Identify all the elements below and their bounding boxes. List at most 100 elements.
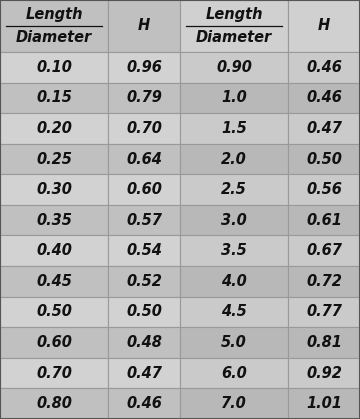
Text: 0.47: 0.47 — [126, 366, 162, 380]
Bar — [288, 144, 360, 174]
Text: 0.50: 0.50 — [306, 152, 342, 166]
Text: 0.90: 0.90 — [216, 60, 252, 75]
Bar — [108, 83, 180, 113]
Text: 4.5: 4.5 — [221, 305, 247, 319]
Bar — [288, 174, 360, 205]
Text: 0.56: 0.56 — [306, 182, 342, 197]
Bar — [180, 144, 288, 174]
Text: H: H — [138, 18, 150, 34]
Text: 0.50: 0.50 — [126, 305, 162, 319]
Text: 0.54: 0.54 — [126, 243, 162, 258]
Bar — [0, 327, 108, 358]
Text: 0.61: 0.61 — [306, 213, 342, 228]
Text: 5.0: 5.0 — [221, 335, 247, 350]
Text: 0.35: 0.35 — [36, 213, 72, 228]
Text: 1.5: 1.5 — [221, 121, 247, 136]
Text: 2.0: 2.0 — [221, 152, 247, 166]
Bar — [108, 235, 180, 266]
Bar — [288, 297, 360, 327]
Text: Diameter: Diameter — [16, 30, 92, 45]
Bar — [108, 144, 180, 174]
Bar — [0, 235, 108, 266]
Bar — [108, 358, 180, 388]
Text: 0.96: 0.96 — [126, 60, 162, 75]
Bar — [288, 113, 360, 144]
Text: Length: Length — [205, 7, 263, 22]
Text: 0.67: 0.67 — [306, 243, 342, 258]
Bar — [180, 266, 288, 297]
Text: 3.5: 3.5 — [221, 243, 247, 258]
Text: 0.80: 0.80 — [36, 396, 72, 411]
Text: 0.30: 0.30 — [36, 182, 72, 197]
Text: 0.77: 0.77 — [306, 305, 342, 319]
Bar — [108, 0, 180, 52]
Text: 0.81: 0.81 — [306, 335, 342, 350]
Text: 0.70: 0.70 — [126, 121, 162, 136]
Text: 4.0: 4.0 — [221, 274, 247, 289]
Text: 0.57: 0.57 — [126, 213, 162, 228]
Text: 0.46: 0.46 — [126, 396, 162, 411]
Text: 2.5: 2.5 — [221, 182, 247, 197]
Text: 7.0: 7.0 — [221, 396, 247, 411]
Bar — [0, 297, 108, 327]
Bar — [288, 327, 360, 358]
Text: 0.46: 0.46 — [306, 60, 342, 75]
Text: 0.60: 0.60 — [36, 335, 72, 350]
Bar — [0, 83, 108, 113]
Bar — [0, 113, 108, 144]
Bar — [0, 144, 108, 174]
Bar — [288, 205, 360, 235]
Text: 0.48: 0.48 — [126, 335, 162, 350]
Bar — [0, 358, 108, 388]
Bar — [0, 0, 108, 52]
Text: H: H — [318, 18, 330, 34]
Bar — [0, 388, 108, 419]
Text: 0.46: 0.46 — [306, 91, 342, 105]
Bar — [180, 113, 288, 144]
Text: 0.64: 0.64 — [126, 152, 162, 166]
Bar — [288, 0, 360, 52]
Bar — [180, 205, 288, 235]
Bar — [288, 52, 360, 83]
Bar — [0, 174, 108, 205]
Bar — [108, 205, 180, 235]
Text: 0.20: 0.20 — [36, 121, 72, 136]
Bar — [0, 52, 108, 83]
Bar — [108, 266, 180, 297]
Bar — [108, 174, 180, 205]
Bar — [0, 266, 108, 297]
Text: 1.0: 1.0 — [221, 91, 247, 105]
Text: 0.25: 0.25 — [36, 152, 72, 166]
Bar — [288, 83, 360, 113]
Text: 0.40: 0.40 — [36, 243, 72, 258]
Text: 0.72: 0.72 — [306, 274, 342, 289]
Text: Diameter: Diameter — [196, 30, 272, 45]
Text: Length: Length — [25, 7, 83, 22]
Text: 0.79: 0.79 — [126, 91, 162, 105]
Text: 0.52: 0.52 — [126, 274, 162, 289]
Bar — [0, 205, 108, 235]
Text: 6.0: 6.0 — [221, 366, 247, 380]
Bar — [180, 327, 288, 358]
Bar — [288, 235, 360, 266]
Bar — [180, 52, 288, 83]
Bar — [180, 297, 288, 327]
Bar — [108, 388, 180, 419]
Bar — [180, 358, 288, 388]
Bar — [108, 113, 180, 144]
Bar — [288, 388, 360, 419]
Text: 0.70: 0.70 — [36, 366, 72, 380]
Bar — [288, 266, 360, 297]
Text: 0.60: 0.60 — [126, 182, 162, 197]
Bar — [288, 358, 360, 388]
Bar — [108, 52, 180, 83]
Text: 0.10: 0.10 — [36, 60, 72, 75]
Text: 1.01: 1.01 — [306, 396, 342, 411]
Text: 0.92: 0.92 — [306, 366, 342, 380]
Text: 0.50: 0.50 — [36, 305, 72, 319]
Bar — [180, 388, 288, 419]
Bar — [180, 83, 288, 113]
Text: 0.15: 0.15 — [36, 91, 72, 105]
Bar — [180, 174, 288, 205]
Text: 0.47: 0.47 — [306, 121, 342, 136]
